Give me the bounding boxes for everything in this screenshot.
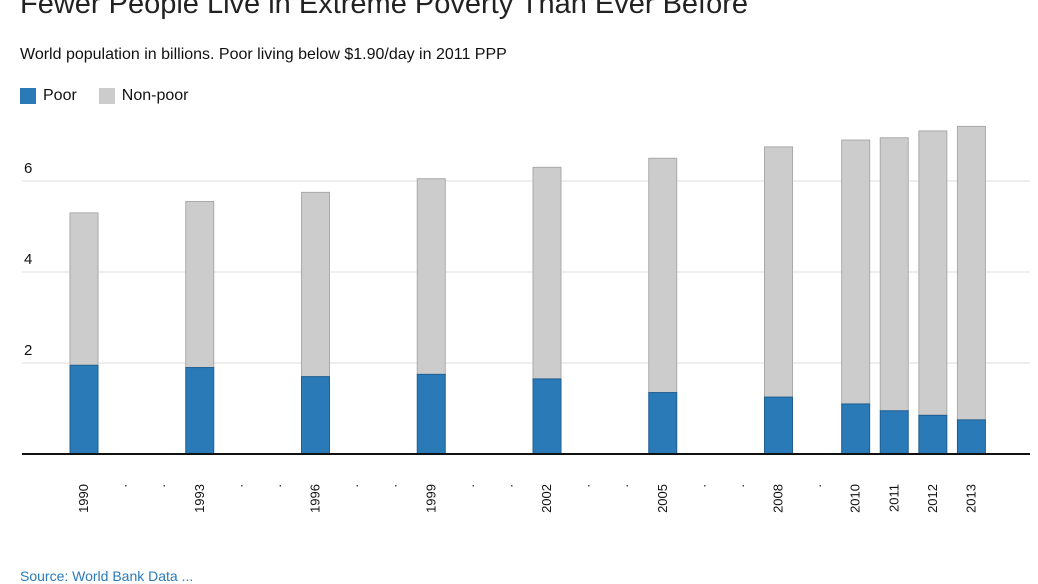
- bar-poor: [532, 378, 562, 455]
- legend-item-poor: Poor: [20, 87, 77, 105]
- y-tick-label: 6: [24, 160, 32, 177]
- bar-poor: [416, 373, 446, 455]
- chart-title: Fewer People Live in Extreme Poverty Tha…: [20, 0, 749, 20]
- legend-item-nonpoor: Non-poor: [98, 87, 189, 105]
- legend-swatch-poor: [20, 88, 36, 104]
- x-tick-label: .: [115, 484, 130, 488]
- bar-poor: [69, 364, 99, 455]
- x-tick-label: .: [462, 484, 477, 488]
- x-tick-label: 2011: [886, 484, 901, 512]
- legend-swatch-nonpoor: [98, 88, 115, 104]
- x-tick-label: .: [578, 484, 593, 488]
- x-tick-label: 2005: [655, 484, 670, 513]
- bar-nonpoor: [879, 137, 909, 412]
- bar-nonpoor: [185, 200, 215, 369]
- x-tick-label: .: [616, 484, 631, 488]
- x-tick-label: 2008: [771, 484, 786, 513]
- x-tick-label: 1993: [192, 484, 207, 513]
- source-note[interactable]: Source: World Bank Data ...: [20, 568, 194, 584]
- x-tick-label: .: [346, 484, 361, 488]
- y-tick-label: 4: [24, 251, 32, 268]
- x-tick-label: .: [269, 484, 284, 488]
- x-tick-label: .: [230, 484, 245, 488]
- bar-nonpoor: [918, 130, 948, 416]
- bar-nonpoor: [648, 157, 678, 394]
- legend: Poor Non-poor: [20, 87, 189, 105]
- bar-nonpoor: [69, 212, 99, 366]
- chart-subtitle: World population in billions. Poor livin…: [20, 46, 507, 63]
- bar-poor: [841, 403, 871, 455]
- bar-poor: [185, 367, 215, 455]
- bar-poor: [648, 392, 678, 455]
- bar-poor: [956, 419, 986, 455]
- bar-nonpoor: [764, 146, 793, 398]
- bar-nonpoor: [956, 125, 986, 421]
- x-tick-label: .: [732, 484, 747, 488]
- legend-label-nonpoor: Non-poor: [121, 87, 189, 104]
- x-tick-label: 2012: [925, 484, 940, 513]
- x-tick-label: .: [809, 484, 824, 488]
- x-tick-label: 1990: [76, 484, 91, 513]
- bar-nonpoor: [532, 166, 562, 380]
- x-tick-label: 1996: [308, 484, 323, 513]
- x-tick-label: 2013: [963, 484, 978, 513]
- x-tick-label: .: [153, 484, 168, 488]
- bar-poor: [301, 376, 330, 455]
- bar-poor: [879, 410, 909, 455]
- bar-nonpoor: [841, 139, 871, 405]
- bar-poor: [764, 396, 793, 455]
- bar-poor: [918, 414, 948, 455]
- x-tick-label: 1999: [423, 484, 438, 513]
- x-tick-label: 2002: [539, 484, 554, 513]
- x-tick-label: .: [385, 484, 400, 488]
- x-tick-label: 2010: [848, 484, 863, 513]
- x-tick-label: .: [693, 484, 708, 488]
- y-tick-label: 2: [24, 342, 32, 359]
- legend-label-poor: Poor: [43, 87, 77, 104]
- bar-nonpoor: [416, 178, 446, 375]
- bar-nonpoor: [301, 191, 330, 378]
- x-tick-label: .: [500, 484, 515, 488]
